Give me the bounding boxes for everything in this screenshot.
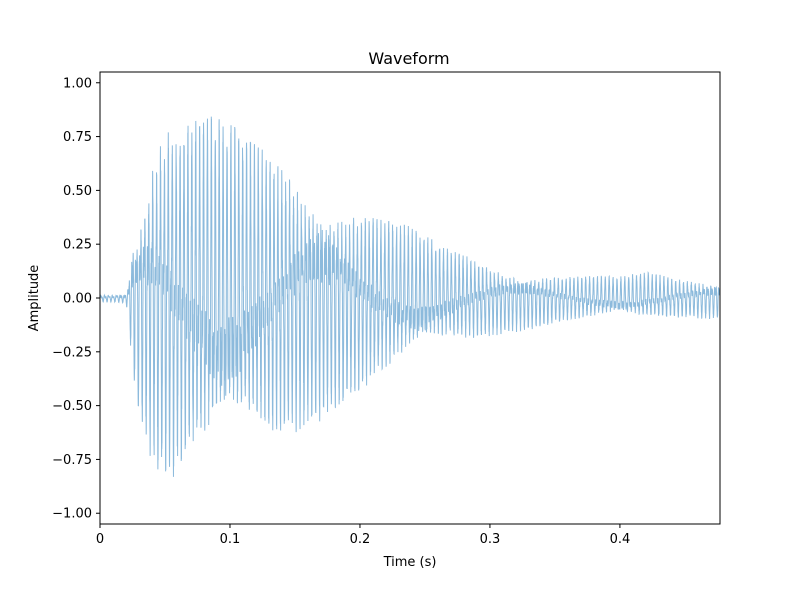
- x-tick-label: 0.2: [350, 532, 371, 547]
- y-tick-label: −0.75: [52, 453, 92, 468]
- x-tick-label: 0.3: [480, 532, 501, 547]
- y-tick-label: 1.00: [63, 76, 92, 91]
- waveform-series: [99, 116, 721, 477]
- waveform-line: [99, 116, 721, 477]
- y-tick-label: −0.50: [52, 399, 92, 414]
- y-tick-label: 0.50: [63, 184, 92, 199]
- y-axis-ticks: 1.00 0.75 0.50 0.25 0.00 −0.25 −0.50 −0.75 −1.00: [52, 76, 100, 522]
- y-tick-label: 0.00: [63, 292, 92, 307]
- x-tick-label: 0.4: [610, 532, 631, 547]
- y-tick-label: −0.25: [52, 345, 92, 360]
- y-tick-label: −1.00: [52, 507, 92, 522]
- x-tick-label: 0: [96, 532, 104, 547]
- y-tick-label: 0.75: [63, 130, 92, 145]
- y-tick-label: 0.25: [63, 238, 92, 253]
- y-axis-label: Amplitude: [27, 265, 42, 332]
- x-axis-ticks: 0 0.1 0.2 0.3 0.4: [96, 524, 630, 547]
- chart-title: Waveform: [368, 49, 449, 68]
- x-axis-label: Time (s): [383, 555, 437, 570]
- x-tick-label: 0.1: [220, 532, 241, 547]
